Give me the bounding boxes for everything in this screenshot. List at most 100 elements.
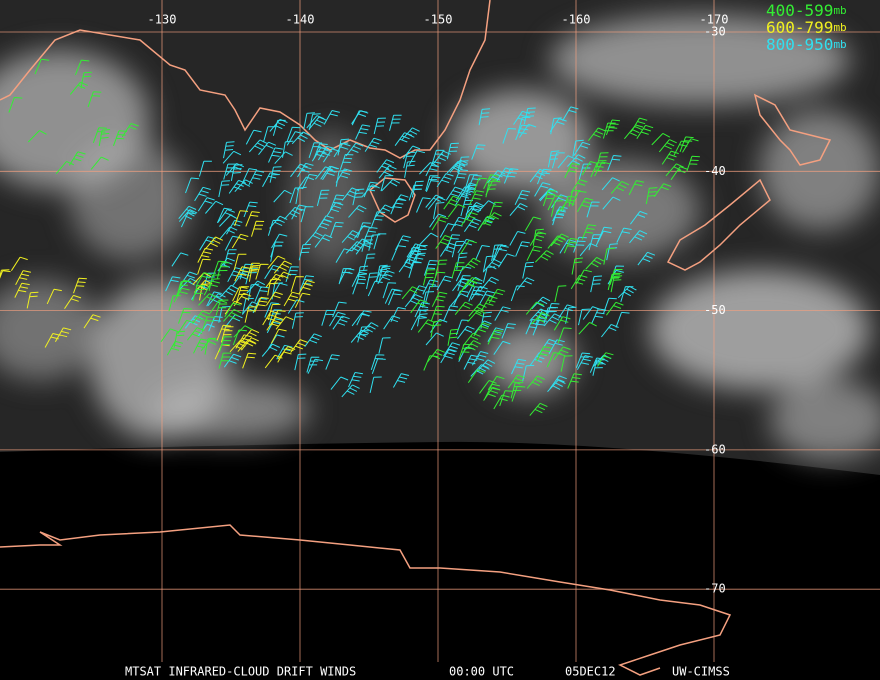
- wind-barb: [351, 238, 370, 252]
- wind-barb: [323, 110, 340, 125]
- wind-barb: [443, 342, 461, 357]
- footer: MTSAT INFRARED-CLOUD DRIFT WINDS 00:00 U…: [125, 665, 730, 679]
- wind-barb: [173, 287, 190, 303]
- wind-barb: [376, 159, 395, 173]
- wind-barb: [493, 245, 509, 261]
- wind-barb: [165, 276, 181, 292]
- wind-barb: [34, 58, 50, 75]
- wind-barb: [576, 355, 593, 370]
- wind-barb: [373, 117, 386, 135]
- wind-barb: [366, 272, 378, 290]
- longitude-label: -130: [148, 13, 177, 27]
- wind-barb: [212, 260, 227, 277]
- wind-barb: [515, 124, 530, 141]
- wind-barb: [547, 195, 563, 211]
- wind-barb: [550, 233, 569, 247]
- wind-barb: [597, 352, 614, 367]
- wind-barb: [572, 139, 584, 157]
- wind-barb: [237, 339, 256, 352]
- wind-barb: [416, 197, 431, 213]
- wind-barb: [263, 126, 276, 143]
- wind-barb: [300, 206, 314, 223]
- wind-barb: [335, 168, 353, 183]
- wind-barb: [391, 194, 409, 209]
- wind-barb: [264, 302, 280, 318]
- wind-barb: [425, 285, 438, 303]
- wind-barb: [391, 245, 407, 261]
- wind-barb: [247, 283, 260, 301]
- wind-barb: [498, 253, 515, 268]
- wind-barb: [464, 276, 483, 290]
- legend-unit: mb: [833, 4, 846, 17]
- legend-entry: 400-599mb: [766, 1, 847, 20]
- wind-barb: [630, 117, 648, 133]
- wind-barb: [423, 355, 438, 371]
- wind-barb: [661, 150, 679, 165]
- wind-barb: [585, 256, 605, 270]
- wind-barb: [219, 336, 233, 353]
- wind-barb: [304, 231, 323, 245]
- wind-barb: [341, 187, 360, 201]
- wind-barb: [273, 271, 292, 285]
- wind-barb: [264, 354, 283, 369]
- wind-barb: [578, 308, 590, 326]
- wind-barb: [568, 190, 581, 207]
- wind-barb: [607, 273, 621, 291]
- wind-barb: [534, 182, 551, 197]
- wind-barb: [543, 313, 562, 327]
- wind-barb: [90, 156, 109, 170]
- wind-barb: [645, 187, 658, 205]
- wind-barb: [460, 211, 478, 227]
- wind-barb: [535, 309, 551, 326]
- wind-barb: [208, 316, 223, 332]
- wind-barb: [478, 215, 496, 230]
- wind-barb: [447, 328, 459, 346]
- wind-barb: [341, 230, 361, 243]
- wind-barb: [487, 375, 505, 391]
- wind-barb: [450, 293, 469, 307]
- wind-barb: [466, 204, 483, 220]
- wind-barb: [463, 354, 480, 370]
- nz-north-coast: [753, 93, 832, 166]
- wind-barb: [304, 333, 322, 347]
- wind-barb: [458, 343, 472, 360]
- wind-barb: [470, 364, 489, 377]
- wind-barb: [316, 189, 330, 207]
- wind-barb: [329, 221, 344, 238]
- wind-barb: [308, 142, 323, 159]
- wind-barb: [273, 260, 293, 274]
- wind-barb: [15, 270, 32, 286]
- wind-barb: [236, 286, 250, 303]
- wind-barb: [227, 267, 244, 283]
- wind-barb: [203, 280, 220, 296]
- wind-barb: [338, 268, 352, 285]
- wind-barb: [591, 308, 607, 324]
- tasmania-coast: [369, 177, 416, 223]
- wind-barb: [314, 219, 332, 234]
- wind-barb: [499, 390, 514, 407]
- legend-range: 800-950: [766, 35, 833, 54]
- wind-barb: [561, 195, 577, 212]
- wind-barb: [457, 325, 475, 340]
- wind-barb: [27, 130, 47, 143]
- wind-barb: [216, 207, 232, 224]
- wind-barb: [575, 352, 591, 369]
- legend-range: 600-799: [766, 18, 833, 37]
- wind-barb: [176, 281, 190, 298]
- wind-barb: [431, 216, 449, 231]
- wind-barb: [670, 166, 688, 181]
- wind-barb: [274, 151, 293, 165]
- wind-barb: [219, 284, 239, 298]
- wind-barb: [294, 292, 311, 308]
- wind-barb: [322, 165, 340, 181]
- latitude-label: -30: [704, 25, 726, 39]
- wind-barb: [0, 269, 10, 279]
- wind-barb: [571, 190, 587, 207]
- wind-barb: [550, 117, 562, 135]
- wind-barb: [601, 323, 619, 338]
- legend-entry: 600-799mb: [766, 18, 847, 37]
- wind-barb: [603, 247, 616, 265]
- wind-barb: [590, 162, 606, 178]
